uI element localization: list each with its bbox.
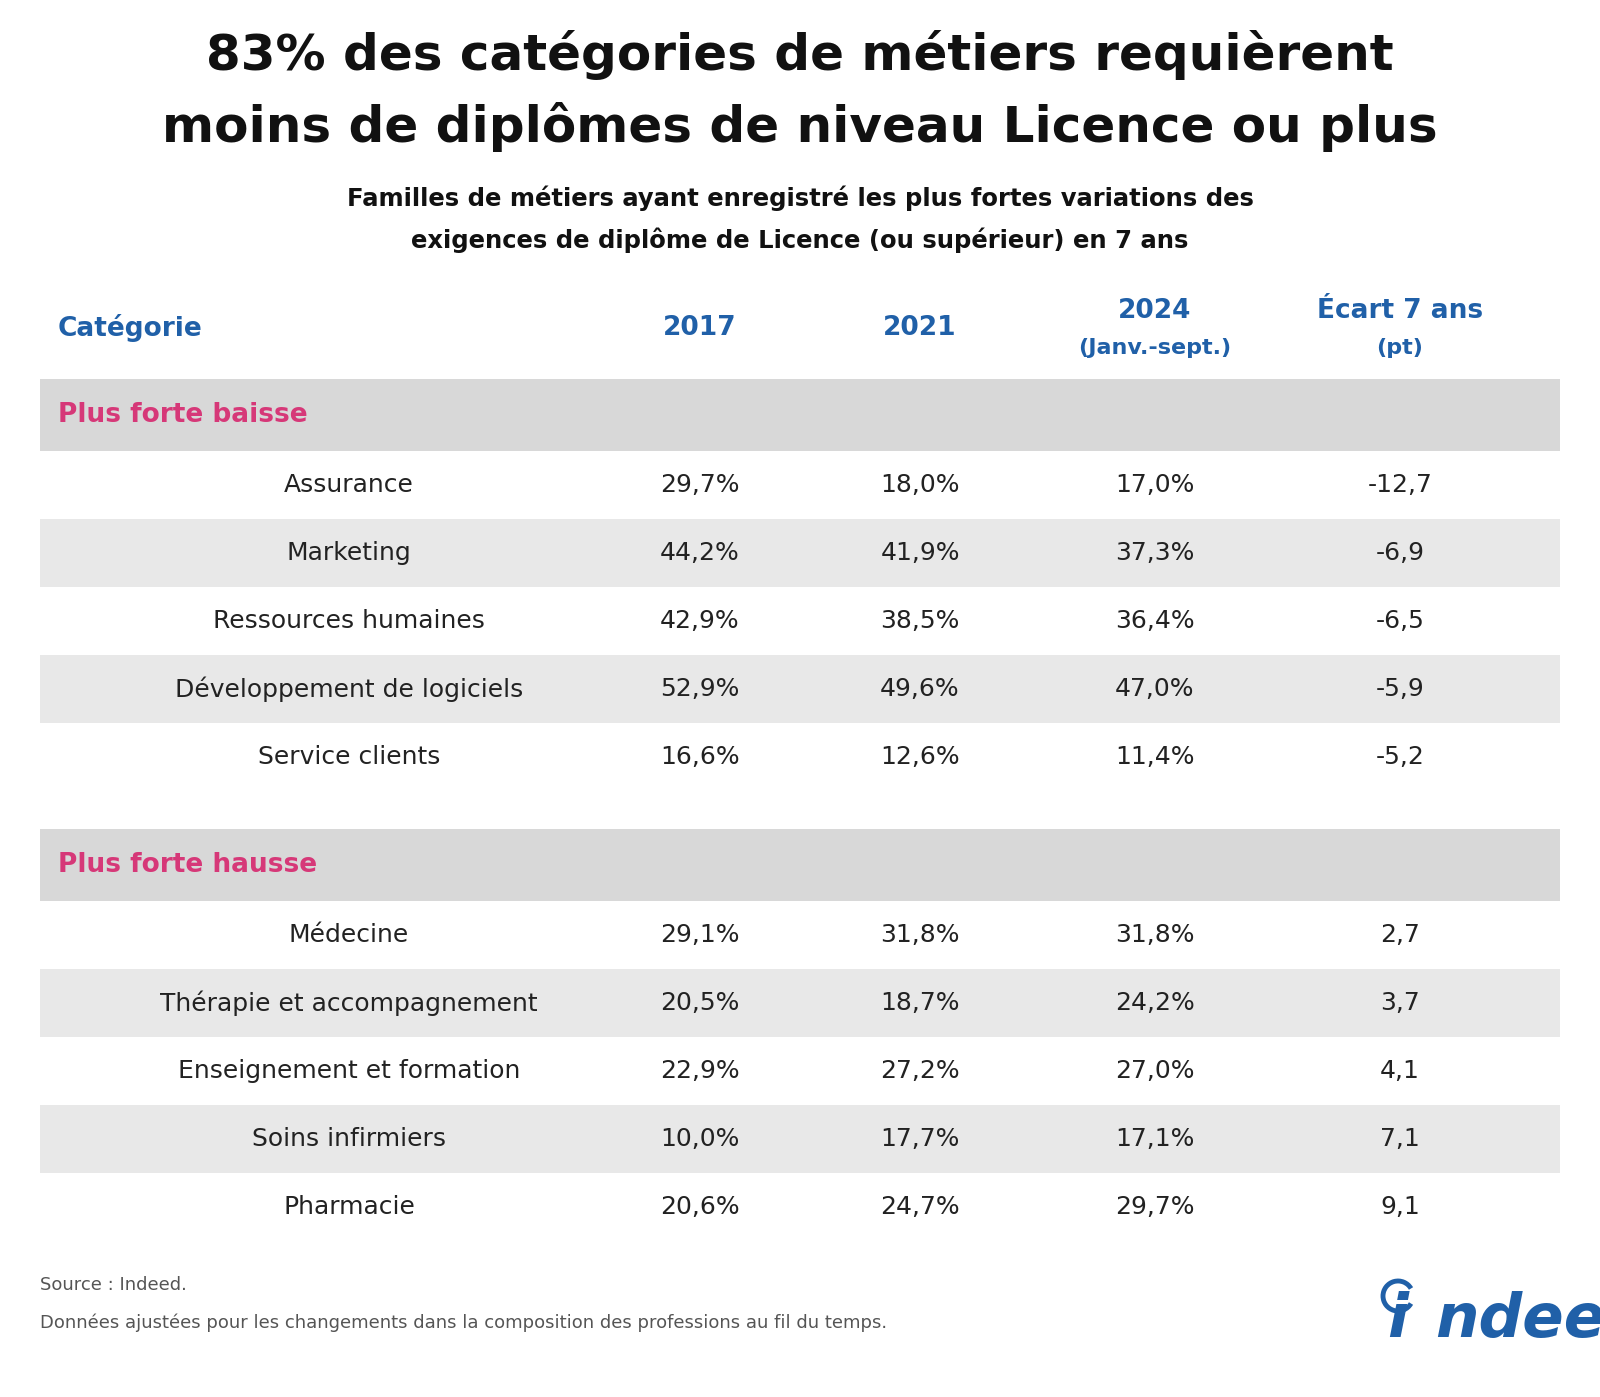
- Text: 47,0%: 47,0%: [1115, 678, 1195, 701]
- Text: (pt): (pt): [1376, 338, 1424, 358]
- Text: 2024: 2024: [1118, 298, 1192, 324]
- Text: 12,6%: 12,6%: [880, 745, 960, 768]
- Text: 29,1%: 29,1%: [661, 923, 739, 947]
- Text: Assurance: Assurance: [285, 474, 414, 497]
- Bar: [40, 970, 1560, 1037]
- Text: 4,1: 4,1: [1381, 1059, 1419, 1083]
- Text: 31,8%: 31,8%: [880, 923, 960, 947]
- Bar: [40, 1037, 1560, 1105]
- Text: Plus forte hausse: Plus forte hausse: [58, 852, 317, 877]
- Text: -6,5: -6,5: [1376, 609, 1424, 633]
- Text: ndeed: ndeed: [1435, 1291, 1600, 1351]
- Text: 18,7%: 18,7%: [880, 990, 960, 1016]
- Text: 27,2%: 27,2%: [880, 1059, 960, 1083]
- Text: 2,7: 2,7: [1381, 923, 1419, 947]
- Text: 52,9%: 52,9%: [661, 678, 739, 701]
- Text: 2017: 2017: [662, 314, 738, 341]
- Bar: [40, 1105, 1560, 1173]
- Text: 37,3%: 37,3%: [1115, 541, 1195, 564]
- Text: 49,6%: 49,6%: [880, 678, 960, 701]
- Text: 29,7%: 29,7%: [661, 474, 739, 497]
- Bar: [40, 520, 1560, 587]
- Bar: [40, 655, 1560, 724]
- Text: Soins infirmiers: Soins infirmiers: [253, 1127, 446, 1151]
- Text: exigences de diplôme de Licence (ou supérieur) en 7 ans: exigences de diplôme de Licence (ou supé…: [411, 226, 1189, 253]
- Text: 83% des catégories de métiers requièrent: 83% des catégories de métiers requièrent: [206, 29, 1394, 80]
- Bar: [40, 451, 1560, 520]
- Text: Pharmacie: Pharmacie: [283, 1194, 414, 1220]
- Text: 36,4%: 36,4%: [1115, 609, 1195, 633]
- Bar: [40, 1173, 1560, 1241]
- Text: 11,4%: 11,4%: [1115, 745, 1195, 768]
- Text: 44,2%: 44,2%: [661, 541, 739, 564]
- Text: moins de diplômes de niveau Licence ou plus: moins de diplômes de niveau Licence ou p…: [162, 102, 1438, 152]
- Text: 2021: 2021: [883, 314, 957, 341]
- Text: 16,6%: 16,6%: [661, 745, 739, 768]
- Text: Médecine: Médecine: [290, 923, 410, 947]
- Text: 29,7%: 29,7%: [1115, 1194, 1195, 1220]
- Text: 9,1: 9,1: [1381, 1194, 1419, 1220]
- Text: 24,2%: 24,2%: [1115, 990, 1195, 1016]
- Text: 20,6%: 20,6%: [661, 1194, 739, 1220]
- Text: 20,5%: 20,5%: [661, 990, 739, 1016]
- Bar: [40, 587, 1560, 655]
- Text: Données ajustées pour les changements dans la composition des professions au fil: Données ajustées pour les changements da…: [40, 1315, 886, 1333]
- Text: 18,0%: 18,0%: [880, 474, 960, 497]
- Text: i: i: [1387, 1291, 1408, 1351]
- Text: 17,1%: 17,1%: [1115, 1127, 1195, 1151]
- Text: Familles de métiers ayant enregistré les plus fortes variations des: Familles de métiers ayant enregistré les…: [347, 184, 1253, 211]
- Text: -6,9: -6,9: [1376, 541, 1424, 564]
- Text: Source : Indeed.: Source : Indeed.: [40, 1275, 187, 1294]
- Text: Ressources humaines: Ressources humaines: [213, 609, 485, 633]
- Text: -12,7: -12,7: [1368, 474, 1432, 497]
- Bar: [40, 828, 1560, 901]
- Text: 17,7%: 17,7%: [880, 1127, 960, 1151]
- Text: 10,0%: 10,0%: [661, 1127, 739, 1151]
- Text: Écart 7 ans: Écart 7 ans: [1317, 298, 1483, 324]
- Text: 24,7%: 24,7%: [880, 1194, 960, 1220]
- Text: (Janv.-sept.): (Janv.-sept.): [1078, 338, 1232, 358]
- Text: 31,8%: 31,8%: [1115, 923, 1195, 947]
- Text: Service clients: Service clients: [258, 745, 440, 768]
- Text: Enseignement et formation: Enseignement et formation: [178, 1059, 520, 1083]
- Bar: [40, 901, 1560, 970]
- Text: Marketing: Marketing: [286, 541, 411, 564]
- Text: 22,9%: 22,9%: [661, 1059, 739, 1083]
- Text: -5,2: -5,2: [1376, 745, 1424, 768]
- Text: 3,7: 3,7: [1381, 990, 1419, 1016]
- Bar: [40, 379, 1560, 451]
- Text: -5,9: -5,9: [1376, 678, 1424, 701]
- Text: Développement de logiciels: Développement de logiciels: [174, 676, 523, 701]
- Text: Thérapie et accompagnement: Thérapie et accompagnement: [160, 990, 538, 1016]
- Text: 7,1: 7,1: [1381, 1127, 1419, 1151]
- Text: 41,9%: 41,9%: [880, 541, 960, 564]
- Bar: [40, 279, 1560, 374]
- Text: 27,0%: 27,0%: [1115, 1059, 1195, 1083]
- Text: 38,5%: 38,5%: [880, 609, 960, 633]
- Text: 42,9%: 42,9%: [661, 609, 739, 633]
- Text: 17,0%: 17,0%: [1115, 474, 1195, 497]
- Bar: [40, 724, 1560, 791]
- Text: Catégorie: Catégorie: [58, 313, 203, 341]
- Text: Plus forte baisse: Plus forte baisse: [58, 402, 307, 427]
